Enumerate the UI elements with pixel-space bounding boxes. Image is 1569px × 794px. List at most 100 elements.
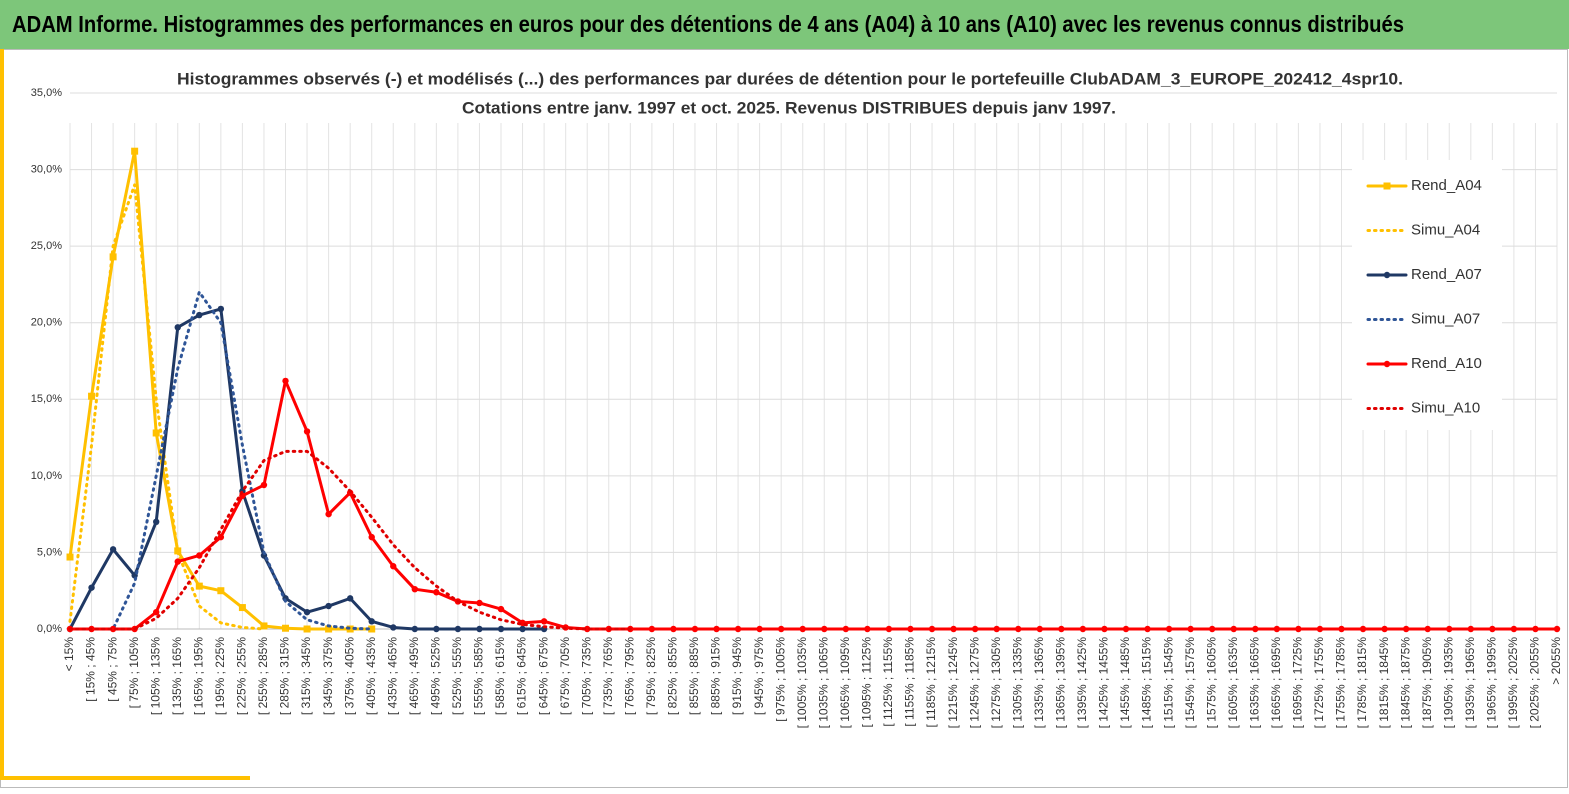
legend-marker [1383, 271, 1391, 279]
point [174, 558, 181, 565]
point [131, 147, 139, 155]
point [1165, 625, 1173, 633]
point [519, 625, 526, 633]
point [885, 625, 893, 633]
point [217, 587, 225, 595]
x-tick-label: [ 1875% ; 1905% [1420, 637, 1434, 729]
point [390, 563, 397, 570]
x-tick-label: [ 1845% ; 1875% [1398, 637, 1412, 729]
point [217, 533, 225, 541]
point [346, 595, 354, 602]
point [1036, 625, 1043, 633]
point [88, 584, 95, 591]
point [109, 625, 117, 633]
point [152, 429, 160, 437]
x-tick-label: [ 1185% ; 1215% [924, 637, 938, 728]
x-tick-label: [ 1305% ; 1335% [1010, 637, 1024, 729]
x-tick-label: [ 1065% ; 1095% [838, 637, 852, 729]
point [734, 625, 742, 633]
point [907, 625, 914, 633]
point [411, 625, 419, 633]
point [66, 553, 74, 561]
point [777, 625, 785, 633]
point [282, 624, 290, 632]
x-tick-label: [ 1965% ; 1995% [1485, 637, 1499, 729]
x-tick-label: [ 975% ; 1005% [773, 637, 787, 722]
point [584, 625, 591, 633]
point [670, 625, 677, 633]
x-tick-label: [ 1665% ; 1695% [1269, 637, 1283, 729]
point [1208, 625, 1216, 633]
point [325, 625, 333, 633]
point [756, 625, 763, 633]
x-tick-label: [ 1455% ; 1485% [1118, 637, 1132, 729]
point [1381, 625, 1388, 633]
x-tick-label: [ 525% ; 555% [450, 637, 464, 715]
point [928, 625, 936, 633]
x-tick-label: [ 1335% ; 1365% [1032, 637, 1046, 729]
point [1402, 625, 1410, 633]
x-tick-label: < 15% [62, 637, 76, 672]
point [1273, 625, 1281, 633]
point [540, 618, 548, 625]
x-tick-label: [ 765% ; 795% [622, 637, 636, 715]
chart-title: Histogrammes observés (-) et modélisés (… [177, 69, 1403, 88]
legend-box [1352, 160, 1502, 430]
header-bar [0, 0, 1569, 49]
point [433, 589, 440, 596]
x-tick-label: [ 165% ; 195% [191, 637, 205, 715]
x-tick-label: [ 1695% ; 1725% [1291, 637, 1305, 729]
point [1015, 625, 1022, 633]
x-tick-label: [ 705% ; 735% [579, 637, 593, 715]
point [282, 377, 289, 385]
series-line [68, 183, 266, 631]
point [1446, 625, 1453, 633]
legend-label: Rend_A04 [1411, 177, 1482, 194]
x-tick-label: [ 315% ; 345% [299, 637, 313, 715]
x-tick-label: [ 1905% ; 1935% [1441, 637, 1455, 729]
legend-marker [1383, 360, 1391, 368]
point [799, 625, 806, 633]
point [1101, 625, 1108, 633]
x-tick-label: [ 1635% ; 1665% [1247, 637, 1261, 729]
point [648, 625, 656, 633]
x-tick-label: [ 345% ; 375% [321, 637, 335, 715]
x-tick-label: [ 1725% ; 1755% [1312, 637, 1326, 729]
x-tick-label: [ 45% ; 75% [105, 637, 119, 702]
x-tick-label: [ 1755% ; 1785% [1334, 637, 1348, 729]
point [196, 311, 203, 319]
x-tick-label: [ 1095% ; 1125% [860, 637, 874, 728]
point [864, 625, 871, 633]
x-tick-label: [ 735% ; 765% [601, 637, 615, 715]
header-title: ADAM Informe. Histogrammes des performan… [12, 11, 1404, 37]
x-tick-label: [ 1275% ; 1305% [989, 637, 1003, 729]
point [1058, 625, 1065, 633]
x-tick-label: [ 1575% ; 1605% [1204, 637, 1218, 729]
point [109, 546, 117, 553]
x-tick-label: [ 1125% ; 1155% [881, 637, 895, 727]
point [454, 625, 462, 633]
x-tick-label: [ 2025% ; 2055% [1528, 637, 1542, 729]
point [325, 510, 332, 518]
y-tick-label: 5,0% [37, 546, 62, 558]
x-tick-label: [ 1365% ; 1395% [1054, 637, 1068, 729]
x-tick-label: [ 1005% ; 1035% [795, 637, 809, 729]
y-tick-label: 25,0% [31, 240, 62, 252]
point [1532, 625, 1539, 633]
x-tick-label: [ 435% ; 465% [385, 637, 399, 715]
point [476, 625, 483, 633]
point [1252, 625, 1259, 633]
y-tick-label: 15,0% [31, 393, 62, 405]
point [1122, 625, 1130, 633]
point [1510, 625, 1518, 633]
point [390, 624, 397, 631]
x-tick-label: [ 1815% ; 1845% [1377, 637, 1391, 729]
point [195, 582, 203, 590]
point [497, 605, 505, 613]
legend-label: Simu_A07 [1411, 310, 1480, 327]
point [260, 622, 268, 630]
series-line [68, 449, 632, 631]
x-tick-label: [ 945% ; 975% [752, 637, 766, 715]
point [1230, 625, 1237, 633]
